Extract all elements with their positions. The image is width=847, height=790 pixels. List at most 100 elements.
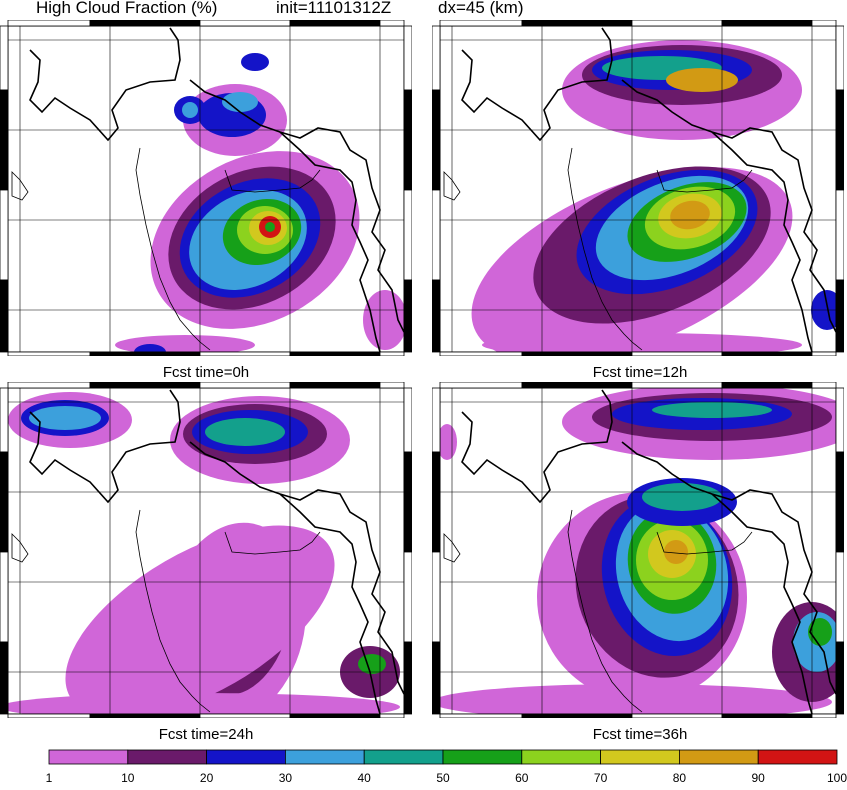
country-border xyxy=(621,441,836,695)
border-segment xyxy=(379,351,405,356)
border-segment xyxy=(835,189,844,281)
cloud-contour xyxy=(205,418,285,446)
cloud-field xyxy=(440,388,836,714)
border-segment xyxy=(403,25,412,91)
colorbar-swatch xyxy=(600,749,680,765)
country-border xyxy=(279,493,381,714)
cloud-contour xyxy=(265,222,275,232)
border-segment xyxy=(721,20,813,27)
border-segment xyxy=(721,382,813,389)
border-segment xyxy=(199,382,291,389)
grid-spacing-label: dx=45 (km) xyxy=(438,0,524,17)
border-segment xyxy=(439,351,523,356)
colorbar-tick-label: 80 xyxy=(672,771,687,785)
coastline xyxy=(567,147,643,351)
border-segment xyxy=(0,387,9,453)
country-border xyxy=(621,79,836,333)
border-segment xyxy=(439,382,523,389)
cloud-contour xyxy=(363,290,404,350)
map-panel-12h-svg xyxy=(432,20,844,356)
colorbar-swatch xyxy=(363,749,444,765)
cloud-contour xyxy=(29,406,101,430)
border-segment xyxy=(199,20,291,27)
colorbar-swatch xyxy=(48,749,129,765)
cloud-contour xyxy=(670,200,710,230)
border-segment xyxy=(439,20,523,27)
coastline xyxy=(224,531,321,555)
country-border xyxy=(711,493,813,714)
border-segment xyxy=(0,279,9,353)
border-segment xyxy=(631,20,723,27)
border-segment xyxy=(7,20,91,27)
map-lines xyxy=(440,388,836,714)
border-segment xyxy=(289,351,381,356)
border-segment xyxy=(432,387,441,453)
border-segment xyxy=(403,189,412,281)
border-segment xyxy=(0,641,9,715)
colorbar-tick-label: 1 xyxy=(45,771,53,785)
panel-caption-24h: Fcst time=24h xyxy=(158,726,254,743)
coastline xyxy=(224,169,321,193)
border-segment xyxy=(521,713,633,718)
colorbar-tick-label: 40 xyxy=(357,771,371,785)
map-lines xyxy=(8,26,404,352)
border-segment xyxy=(811,382,837,389)
border-segment xyxy=(403,279,412,353)
border-segment xyxy=(835,279,844,353)
border-segment xyxy=(439,713,523,718)
border-segment xyxy=(521,382,633,389)
init-time-label: init=11101312Z xyxy=(276,0,392,17)
border-segment xyxy=(289,713,381,718)
coastline xyxy=(135,509,211,713)
border-segment xyxy=(379,20,405,27)
colorbar-tick-label: 70 xyxy=(593,771,608,785)
border-segment xyxy=(403,551,412,643)
border-segment xyxy=(289,382,381,389)
cloud-contour xyxy=(440,684,832,714)
panel-caption-36h: Fcst time=36h xyxy=(592,726,688,743)
coastline xyxy=(656,169,753,193)
country-border xyxy=(461,27,613,142)
border-segment xyxy=(199,713,291,718)
country-border xyxy=(189,441,404,695)
border-segment xyxy=(0,25,9,91)
colorbar-swatch xyxy=(679,749,759,765)
colorbar xyxy=(48,749,840,772)
border-segment xyxy=(811,20,837,27)
border-segment xyxy=(379,382,405,389)
border-segment xyxy=(199,351,291,356)
border-segment xyxy=(835,641,844,715)
cloud-contour xyxy=(440,424,457,460)
colorbar-tick-label: 90 xyxy=(751,771,765,785)
border-segment xyxy=(835,25,844,91)
cloud-contour xyxy=(182,102,198,118)
map-panel-12h xyxy=(432,20,844,356)
coastline xyxy=(11,171,29,201)
country-border xyxy=(29,389,181,504)
colorbar-tick-label: 100 xyxy=(826,771,847,785)
cloud-contour xyxy=(666,68,738,92)
border-segment xyxy=(89,382,201,389)
cloud-contour xyxy=(241,53,269,71)
cloud-contour xyxy=(134,344,166,352)
border-segment xyxy=(379,713,405,718)
border-segment xyxy=(0,451,9,553)
colorbar-swatch xyxy=(757,749,838,765)
coastline xyxy=(567,509,643,713)
map-panel-0h xyxy=(0,20,412,356)
map-panel-36h-svg xyxy=(432,382,844,718)
border-segment xyxy=(811,351,837,356)
panel-caption-12h: Fcst time=12h xyxy=(592,364,688,381)
map-panel-24h-svg xyxy=(0,382,412,718)
cloud-contour xyxy=(664,540,688,564)
country-border xyxy=(711,131,813,352)
cloud-field xyxy=(115,53,404,352)
colorbar-tick-label: 30 xyxy=(278,771,293,785)
border-segment xyxy=(7,351,91,356)
map-lines xyxy=(440,26,836,352)
border-segment xyxy=(521,351,633,356)
border-segment xyxy=(432,279,441,353)
border-segment xyxy=(289,20,381,27)
border-segment xyxy=(89,351,201,356)
border-segment xyxy=(432,641,441,715)
